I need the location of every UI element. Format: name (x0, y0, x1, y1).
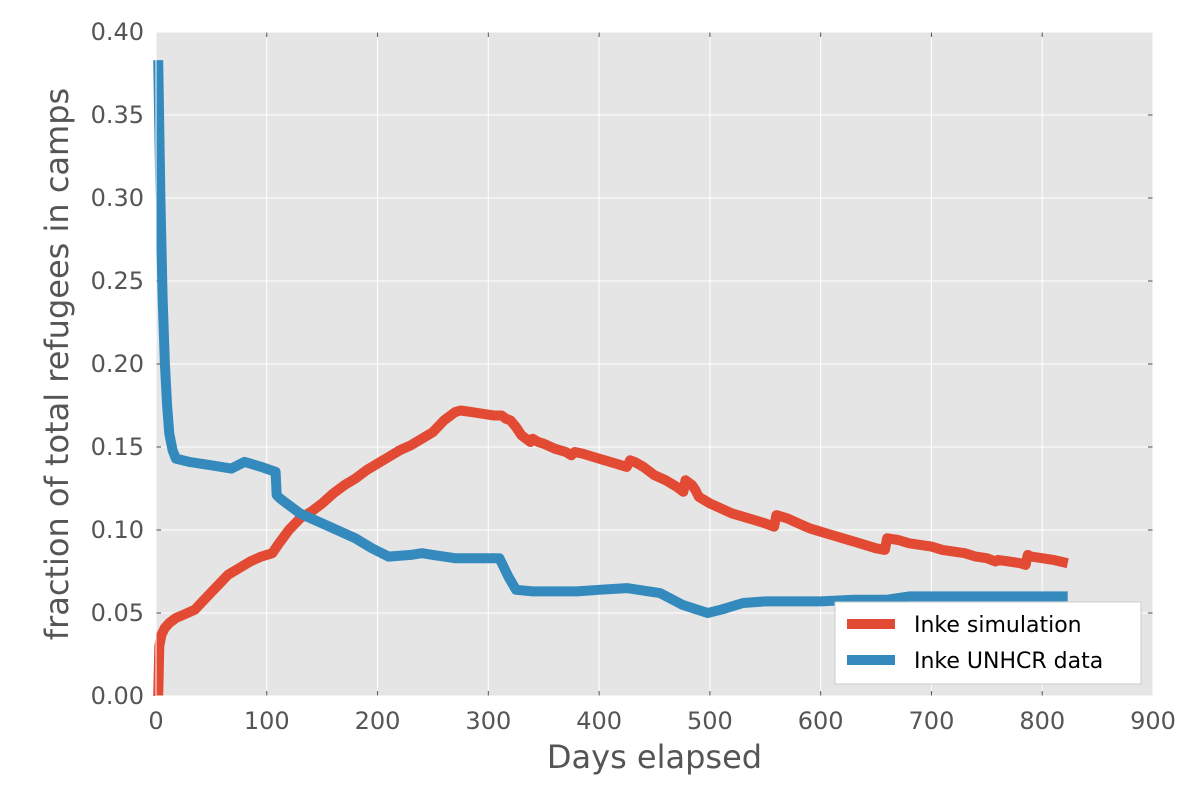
legend: Inke simulation Inke UNHCR data (834, 601, 1142, 685)
x-tick-label: 300 (465, 707, 511, 735)
x-tick-label: 600 (798, 707, 844, 735)
x-tick-label: 400 (576, 707, 622, 735)
x-tick-label: 200 (355, 707, 401, 735)
x-tick-label: 700 (909, 707, 955, 735)
legend-box (834, 601, 1142, 685)
x-tick-label: 800 (1019, 707, 1065, 735)
x-tick-label: 900 (1130, 707, 1176, 735)
y-axis-title: fraction of total refugees in camps (38, 88, 76, 640)
series-line-1 (153, 60, 1068, 618)
series-layer (153, 60, 1069, 697)
y-tick-label: 0.35 (91, 101, 144, 129)
y-tick-label: 0.10 (91, 516, 144, 544)
y-tick-label: 0.20 (91, 350, 144, 378)
x-tick-label: 500 (687, 707, 733, 735)
x-tick-label: 100 (244, 707, 290, 735)
x-tick-label: 0 (148, 707, 163, 735)
x-axis-title: Days elapsed (547, 738, 762, 776)
axis-ticks: 0 100 200 300 400 500 600 700 800 900 0.00 0.05 0.10… (91, 18, 1176, 735)
legend-label: Inke UNHCR data (914, 649, 1103, 674)
y-tick-label: 0.15 (91, 433, 144, 461)
plot-frame (155, 31, 1154, 697)
y-tick-label: 0.00 (91, 682, 144, 710)
y-tick-label: 0.40 (91, 18, 144, 46)
y-tick-label: 0.25 (91, 267, 144, 295)
legend-label: Inke simulation (914, 613, 1082, 638)
y-tick-label: 0.30 (91, 184, 144, 212)
y-tick-label: 0.05 (91, 599, 144, 627)
